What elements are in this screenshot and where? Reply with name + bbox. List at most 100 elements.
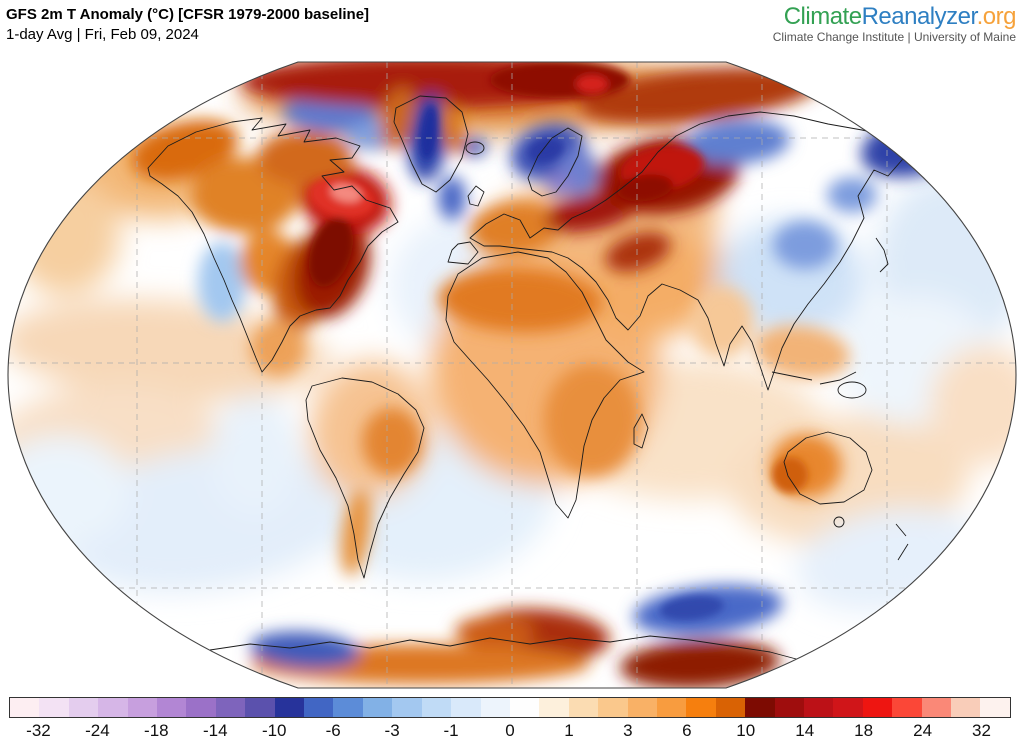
colorbar-segment bbox=[451, 698, 481, 717]
world-anomaly-map bbox=[7, 61, 1017, 689]
anomaly-se-asia-orange bbox=[754, 325, 850, 379]
anomaly-greenland-east-orange bbox=[438, 102, 466, 154]
anomaly-sahara-dark-orange bbox=[438, 267, 602, 333]
logo-text-reanalyzer: Reanalyzer bbox=[861, 3, 978, 30]
anomaly-greenland-navy-core bbox=[419, 104, 439, 160]
map-boundary bbox=[7, 61, 1017, 689]
anomaly-mexico-orange bbox=[250, 320, 306, 376]
anomaly-hudson-orange bbox=[257, 130, 353, 186]
anomaly-baltic-purple bbox=[546, 173, 574, 197]
colorbar-tick-label: 24 bbox=[913, 721, 933, 740]
anomaly-brazil-orange bbox=[362, 408, 422, 476]
peninsula-outline-iberia bbox=[447, 241, 479, 265]
anomaly-east-antarctica-navy-core bbox=[660, 595, 724, 621]
anomaly-east-siberia-blue-patch bbox=[827, 177, 877, 213]
island-outline-britain bbox=[467, 185, 485, 207]
colorbar-segment bbox=[215, 698, 246, 717]
anomaly-antarctica-maroon bbox=[620, 639, 780, 688]
anomaly-chukotka-navy-core bbox=[901, 125, 949, 155]
logo-tagline: Climate Change Institute | University of… bbox=[772, 30, 1016, 45]
colorbar-segment bbox=[186, 698, 216, 717]
colorbar-tick-label: 18 bbox=[854, 721, 874, 740]
colorbar-segment bbox=[951, 698, 981, 717]
colorbar-segment bbox=[304, 698, 334, 717]
colorbar-tick-label: -10 bbox=[261, 721, 287, 740]
anomaly-argentina-orange bbox=[340, 488, 372, 576]
colorbar-segment bbox=[921, 698, 951, 717]
colorbar-segment bbox=[39, 698, 69, 717]
colorbar-tick-label: 0 bbox=[505, 721, 515, 740]
island-outline-iceland bbox=[465, 141, 485, 155]
colorbar-tick-label: 14 bbox=[795, 721, 815, 740]
anomaly-california-blue bbox=[198, 242, 246, 322]
colorbar-tick-label: 10 bbox=[736, 721, 756, 740]
colorbar-segment bbox=[245, 698, 275, 717]
graticule-lines bbox=[8, 62, 1016, 688]
colorbar-segment bbox=[656, 698, 687, 717]
colorbar-segment bbox=[539, 698, 569, 717]
coastline-outlines bbox=[147, 95, 915, 661]
colorbar-segment bbox=[421, 698, 452, 717]
anomaly-se-pacific-blue bbox=[210, 395, 300, 515]
continent-outline-greenland bbox=[393, 95, 469, 193]
logo-block: ClimateReanalyzer.org Climate Change Ins… bbox=[772, 3, 1017, 45]
continent-outline-africa bbox=[445, 251, 645, 519]
colorbar-segment bbox=[686, 698, 716, 717]
island-arc-japan bbox=[875, 237, 889, 273]
colorbar-segment bbox=[127, 698, 158, 717]
anomaly-east-us-deep-maroon-core bbox=[308, 217, 354, 287]
continent-outline-north-america bbox=[147, 117, 399, 373]
logo-text-climate: Climate bbox=[783, 3, 862, 30]
colorbar-segment bbox=[274, 698, 305, 717]
colorbar-tick-label: -32 bbox=[26, 721, 51, 740]
anomaly-arctic-deep-maroon-core bbox=[490, 62, 630, 98]
anomaly-greenland-south-blue bbox=[438, 176, 466, 220]
peninsula-outline-scandinavia bbox=[527, 127, 583, 197]
colorbar-segment bbox=[98, 698, 128, 717]
colorbar-tick-label: -24 bbox=[85, 721, 110, 740]
page-title: GFS 2m T Anomaly (°C) [CFSR 1979-2000 ba… bbox=[6, 6, 370, 23]
colorbar-segment bbox=[627, 698, 657, 717]
colorbar-tick-label: 1 bbox=[564, 721, 574, 740]
colorbar-tick-label: -1 bbox=[443, 721, 459, 740]
continent-outline-australia bbox=[783, 431, 873, 505]
anomaly-arctic-red-spot bbox=[576, 75, 608, 93]
colorbar-segment bbox=[157, 698, 187, 717]
colorbar-segment bbox=[10, 698, 40, 717]
colorbar-segment bbox=[509, 698, 540, 717]
anomaly-antarctic-peninsula-orange bbox=[455, 616, 535, 648]
colorbar-segment bbox=[745, 698, 775, 717]
colorbar-segment bbox=[333, 698, 363, 717]
colorbar-tick-label: 32 bbox=[972, 721, 991, 740]
anomaly-central-siberia-blue bbox=[686, 119, 790, 165]
colorbar-segment bbox=[362, 698, 393, 717]
climate-reanalyzer-logo[interactable]: ClimateReanalyzer.org bbox=[773, 3, 1017, 30]
colorbar-segment bbox=[862, 698, 893, 717]
colorbar-segment bbox=[480, 698, 510, 717]
colorbar-segment bbox=[892, 698, 922, 717]
colorbar-tick-labels: -32 -24 -18 -14 -10 -6 -3 -1 0 1 3 6 10 14 18 24 32 bbox=[9, 721, 1011, 740]
logo-text-org: .org bbox=[976, 3, 1017, 30]
anomaly-layer-mid bbox=[131, 62, 969, 688]
anomaly-arctic-darkred-band-2 bbox=[580, 66, 820, 124]
colorbar-segment bbox=[392, 698, 422, 717]
colorbar-tick-label: -3 bbox=[384, 721, 400, 740]
anomaly-pacific-w-warm bbox=[10, 175, 120, 295]
date-subtitle: 1-day Avg | Fri, Feb 09, 2024 bbox=[6, 25, 199, 43]
anomaly-australia-west-core bbox=[772, 457, 808, 493]
anomaly-antarctica-blue-west bbox=[250, 631, 360, 669]
continent-outline-south-america bbox=[305, 377, 425, 579]
anomaly-mideast-darkred bbox=[605, 231, 671, 273]
colorbar-segment bbox=[833, 698, 863, 717]
anomaly-pacific-equator-warm-band bbox=[8, 298, 330, 402]
island-outline-madagascar bbox=[633, 413, 649, 449]
anomaly-europe-orange bbox=[470, 201, 560, 255]
anomaly-scandinavia-navy-core bbox=[528, 137, 564, 163]
colorbar-segment bbox=[803, 698, 834, 717]
coastline-antarctica bbox=[209, 635, 801, 661]
colorbar-tick-label: -6 bbox=[325, 721, 341, 740]
anomaly-canadian-arctic-blue bbox=[282, 97, 378, 133]
map-interior bbox=[8, 62, 1016, 688]
colorbar-segment bbox=[715, 698, 746, 717]
colorbar-segment bbox=[568, 698, 599, 717]
